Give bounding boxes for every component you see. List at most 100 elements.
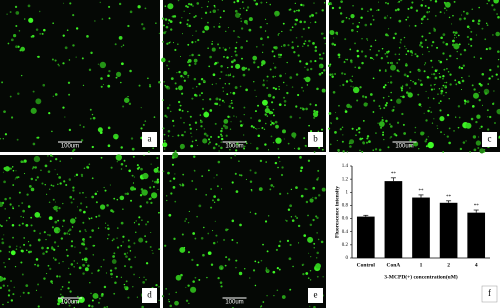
cell-dot	[69, 273, 72, 276]
cell-dot	[453, 43, 460, 50]
cell-dot	[11, 224, 15, 227]
cell-dot	[475, 120, 478, 124]
cell-dot	[104, 227, 107, 229]
cell-dot	[269, 3, 272, 6]
cell-dot	[260, 37, 263, 41]
cell-dot	[72, 14, 75, 17]
cell-dot	[443, 68, 446, 71]
cell-dot	[312, 218, 315, 222]
cell-dot	[208, 65, 211, 68]
cell-dot	[323, 2, 326, 4]
cell-dot	[266, 23, 268, 25]
cell-dot	[206, 5, 209, 8]
cell-dot	[444, 1, 451, 8]
cell-dot	[383, 107, 386, 110]
cell-dot	[86, 166, 90, 169]
cell-dot	[297, 9, 301, 12]
cell-dot	[384, 69, 387, 73]
cell-dot	[409, 87, 411, 89]
cell-dot	[419, 43, 422, 47]
x-axis-label: 3-MCPD(+) concentration(uM)	[384, 273, 458, 280]
cell-dot	[239, 85, 242, 88]
panel-label: b	[313, 134, 318, 144]
cell-dot	[174, 48, 177, 52]
cell-dot	[218, 144, 220, 147]
cell-dot	[116, 227, 119, 229]
cell-dot	[255, 95, 257, 97]
cell-dot	[57, 219, 60, 222]
cell-dot	[302, 27, 305, 31]
cell-dot	[108, 5, 111, 8]
cell-dot	[125, 165, 128, 167]
y-tick-label: 0.8	[342, 204, 349, 209]
cell-dot	[188, 210, 190, 213]
cell-dot	[420, 17, 424, 21]
cell-dot	[149, 245, 152, 248]
cell-dot	[278, 56, 280, 58]
cell-dot	[295, 186, 298, 189]
cell-dot	[299, 156, 302, 159]
cell-dot	[273, 114, 275, 117]
cell-dot	[428, 32, 431, 34]
cell-dot	[271, 101, 274, 104]
cell-dot	[235, 116, 237, 118]
cell-dot	[400, 42, 402, 44]
cell-dot	[349, 59, 353, 62]
cell-dot	[383, 138, 385, 141]
cell-dot	[443, 94, 445, 97]
cell-dot	[491, 75, 494, 78]
cell-dot	[52, 22, 54, 24]
cell-dot	[389, 81, 393, 84]
cell-dot	[132, 155, 135, 158]
cell-dot	[314, 103, 318, 107]
cell-dot	[164, 5, 167, 7]
cell-dot	[492, 102, 495, 106]
cell-dot	[329, 143, 332, 146]
cell-dot	[82, 126, 85, 128]
cell-dot	[233, 1, 236, 4]
cell-dot	[162, 99, 164, 101]
cell-dot	[444, 81, 446, 84]
cell-dot	[82, 272, 85, 275]
scale-label: 100um	[395, 144, 413, 150]
cell-dot	[427, 97, 429, 99]
cell-dot	[222, 47, 224, 49]
cell-dot	[477, 136, 480, 138]
cell-dot	[220, 127, 224, 130]
cell-dot	[125, 280, 128, 283]
cell-dot	[189, 115, 192, 118]
cell-dot	[492, 34, 494, 36]
cell-dot	[114, 43, 117, 46]
cell-dot	[85, 196, 87, 198]
cell-dot	[202, 79, 206, 83]
cell-dot	[107, 144, 111, 148]
cell-dot	[111, 239, 114, 242]
cell-dot	[171, 163, 175, 166]
cell-dot	[241, 66, 246, 71]
cell-dot	[156, 166, 159, 169]
cell-dot	[361, 150, 364, 153]
cell-dot	[118, 35, 123, 40]
cell-dot	[210, 206, 213, 209]
cell-dot	[164, 114, 167, 117]
cell-dot	[250, 188, 253, 191]
cell-dot	[120, 244, 123, 247]
cell-dot	[154, 180, 157, 184]
cell-dot	[451, 43, 455, 47]
cell-dot	[235, 190, 239, 193]
cell-dot	[407, 50, 410, 53]
y-tick-label: 0	[346, 256, 349, 261]
cell-dot	[282, 22, 285, 25]
cell-dot	[344, 38, 347, 41]
cell-dot	[278, 86, 280, 88]
cell-dot	[462, 64, 465, 67]
cell-dot	[473, 88, 476, 91]
cell-dot	[239, 223, 242, 227]
cell-dot	[122, 241, 124, 243]
cell-dot	[296, 217, 298, 219]
cell-dot	[20, 215, 22, 218]
cell-dot	[401, 112, 404, 116]
cell-dot	[332, 90, 336, 94]
cell-dot	[120, 62, 124, 66]
